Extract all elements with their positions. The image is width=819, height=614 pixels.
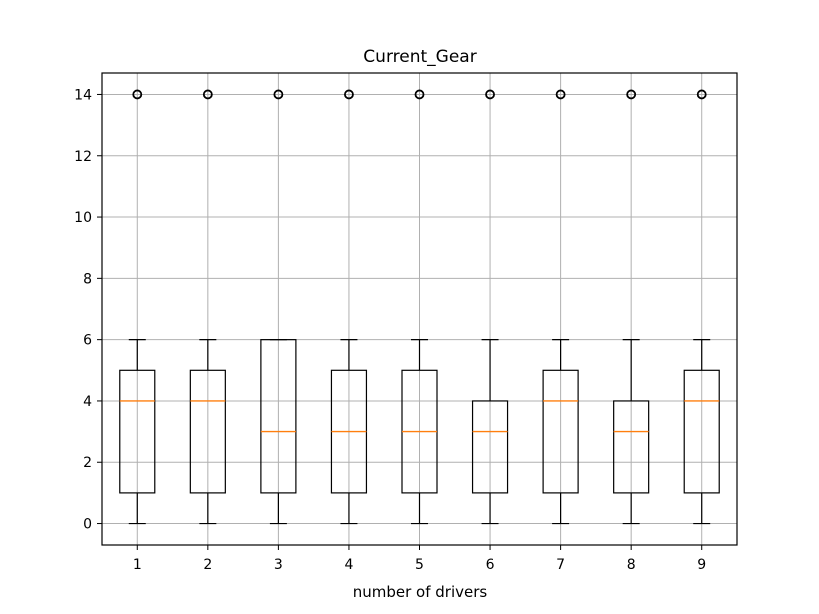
- outlier-point: [132, 89, 143, 100]
- x-tick-label: 3: [274, 557, 283, 573]
- boxes: [119, 89, 720, 525]
- box-2: [189, 89, 226, 525]
- x-tick-label: 5: [415, 557, 424, 573]
- y-tick-label: 4: [83, 394, 92, 410]
- x-axis-label: number of drivers: [353, 583, 488, 601]
- outlier-point: [344, 89, 354, 100]
- outlier-point: [273, 89, 284, 100]
- outlier-point: [555, 89, 566, 100]
- box-9: [683, 89, 720, 525]
- box-7: [542, 89, 579, 525]
- y-tick-label: 10: [74, 210, 92, 226]
- box-1: [119, 89, 156, 525]
- x-tick-label: 2: [203, 557, 212, 573]
- y-tick-label: 14: [74, 87, 92, 103]
- iqr-box: [683, 369, 720, 494]
- iqr-box: [260, 339, 297, 494]
- y-tick-label: 12: [74, 149, 92, 165]
- box-5: [401, 89, 438, 525]
- y-tick-label: 2: [83, 455, 92, 471]
- x-tick-label: 7: [556, 557, 565, 573]
- y-tick-label: 6: [83, 333, 92, 349]
- box-3: [260, 89, 297, 525]
- outlier-point: [626, 89, 637, 100]
- outlier-point: [202, 89, 213, 100]
- box-4: [330, 89, 368, 525]
- outlier-point: [696, 89, 707, 100]
- iqr-box: [189, 369, 226, 494]
- iqr-box: [542, 369, 579, 494]
- box-8: [613, 89, 650, 525]
- y-axis: 0 2 4 6 8 10 12 14: [74, 87, 102, 533]
- outlier-point: [485, 89, 495, 100]
- y-tick-label: 0: [83, 517, 92, 533]
- x-tick-label: 8: [627, 557, 636, 573]
- outlier-point: [414, 89, 425, 100]
- x-tick-label: 4: [344, 557, 353, 573]
- x-axis: 1 2 3 4 5 6 7 8 9: [133, 545, 706, 573]
- iqr-box: [119, 369, 156, 494]
- grid-lines: [102, 73, 737, 545]
- chart-title: Current_Gear: [363, 47, 476, 67]
- iqr-box: [471, 400, 509, 494]
- x-tick-label: 9: [697, 557, 706, 573]
- y-tick-label: 8: [83, 271, 92, 287]
- box-6: [471, 89, 509, 525]
- iqr-box: [613, 400, 650, 494]
- x-tick-label: 1: [133, 557, 142, 573]
- x-tick-label: 6: [486, 557, 495, 573]
